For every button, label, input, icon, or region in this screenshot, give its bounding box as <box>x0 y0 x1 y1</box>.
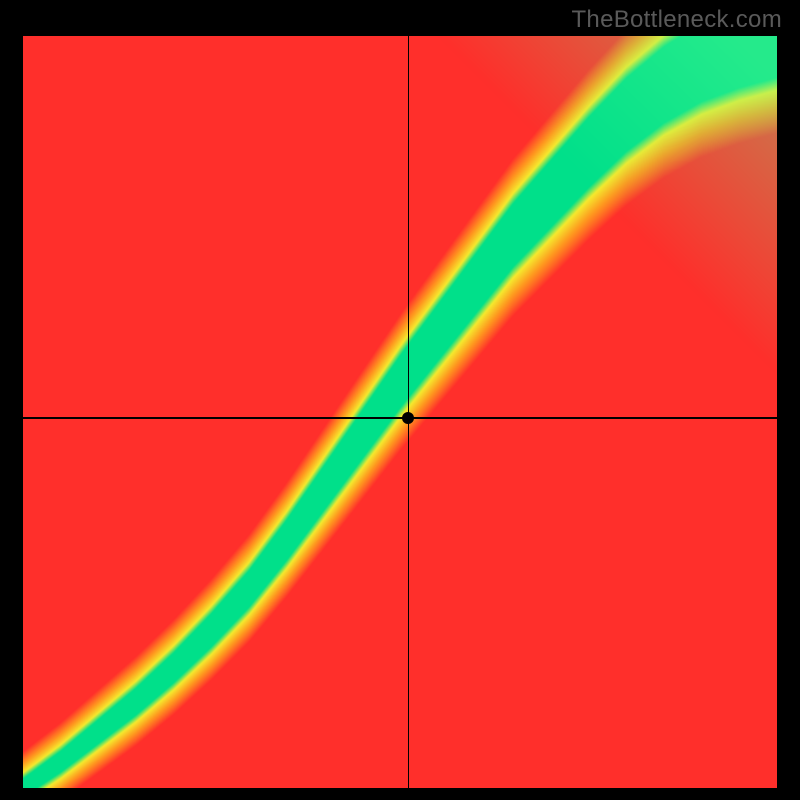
watermark-text: TheBottleneck.com <box>571 6 782 34</box>
selection-marker[interactable] <box>402 412 414 424</box>
plot-frame <box>23 36 777 788</box>
crosshair-horizontal <box>23 417 777 418</box>
bottleneck-heatmap <box>23 36 777 788</box>
